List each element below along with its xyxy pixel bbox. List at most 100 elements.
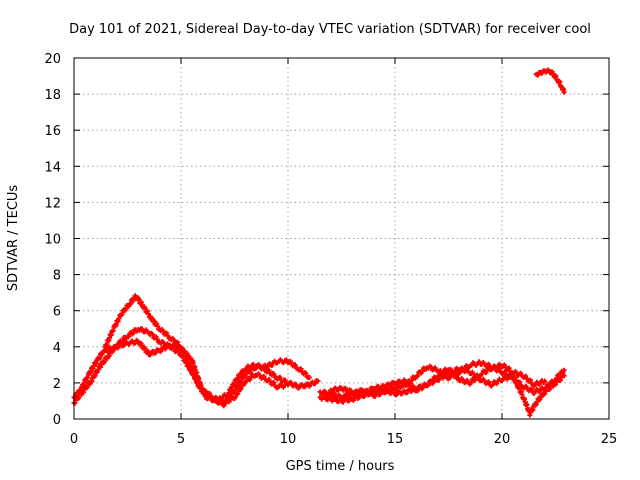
x-tick-label: 10 xyxy=(280,432,297,447)
data-point xyxy=(411,385,417,391)
data-point xyxy=(151,318,157,324)
data-point xyxy=(243,378,249,384)
chart-title: Day 101 of 2021, Sidereal Day-to-day VTE… xyxy=(69,22,591,37)
x-tick-label: 0 xyxy=(70,432,78,447)
y-tick-label: 20 xyxy=(44,52,61,67)
data-point xyxy=(415,388,421,394)
data-point xyxy=(121,343,126,349)
data-point xyxy=(346,398,352,404)
y-tick-label: 4 xyxy=(53,341,61,356)
data-point xyxy=(181,348,187,354)
x-tick-label: 25 xyxy=(601,432,618,447)
data-point xyxy=(222,400,228,406)
data-point xyxy=(101,359,107,365)
data-point xyxy=(303,370,309,376)
data-point xyxy=(261,373,267,379)
data-point xyxy=(455,375,461,381)
y-tick-label: 10 xyxy=(44,233,61,248)
data-point xyxy=(158,348,164,354)
data-point xyxy=(523,373,529,379)
data-point xyxy=(536,382,542,387)
data-point xyxy=(154,321,160,327)
data-point xyxy=(171,337,177,343)
data-point xyxy=(203,389,209,395)
data-point xyxy=(287,358,293,364)
data-point xyxy=(361,392,367,398)
data-point xyxy=(406,380,412,386)
data-point xyxy=(84,384,90,390)
data-point xyxy=(150,331,155,337)
y-tick-label: 0 xyxy=(53,413,61,428)
data-point xyxy=(132,340,138,346)
x-tick-label: 5 xyxy=(177,432,185,447)
data-point xyxy=(528,377,533,383)
data-point xyxy=(409,377,415,383)
data-point xyxy=(553,382,558,387)
data-point xyxy=(542,378,548,384)
x-axis-label: GPS time / hours xyxy=(286,459,395,474)
data-point xyxy=(518,370,524,376)
data-point xyxy=(81,389,86,395)
data-points xyxy=(71,67,567,418)
data-point xyxy=(436,373,442,379)
data-point xyxy=(306,375,312,380)
data-point xyxy=(490,382,496,388)
data-point xyxy=(449,368,455,374)
data-point xyxy=(542,391,548,396)
data-point xyxy=(351,397,356,403)
data-point xyxy=(298,366,304,372)
data-point xyxy=(160,328,166,334)
data-point xyxy=(285,382,291,388)
series-trace-c xyxy=(103,337,291,407)
y-tick-label: 16 xyxy=(44,124,61,139)
data-point xyxy=(539,70,545,76)
data-point xyxy=(271,371,277,377)
y-axis-label: SDTVAR / TECUs xyxy=(6,185,21,292)
data-point xyxy=(343,385,348,391)
data-point xyxy=(537,396,543,402)
data-point xyxy=(420,384,426,390)
data-point xyxy=(367,388,373,394)
data-point xyxy=(496,366,502,372)
data-point xyxy=(214,396,220,402)
data-point xyxy=(561,373,567,379)
data-point xyxy=(561,367,567,373)
data-point xyxy=(126,334,132,339)
data-point xyxy=(282,377,288,383)
data-point xyxy=(315,378,321,384)
data-point xyxy=(394,381,399,387)
data-point xyxy=(98,364,104,370)
data-point xyxy=(533,401,539,407)
data-point xyxy=(430,377,436,383)
data-point xyxy=(161,340,167,346)
data-point xyxy=(506,365,512,371)
data-point xyxy=(145,348,151,354)
data-point xyxy=(468,380,474,386)
data-point xyxy=(528,386,534,392)
data-point xyxy=(292,362,298,368)
data-point xyxy=(378,385,384,391)
series-trace-f xyxy=(328,361,548,398)
y-tick-label: 18 xyxy=(44,88,61,103)
data-point xyxy=(404,390,410,396)
data-point xyxy=(110,346,116,352)
data-point xyxy=(174,339,180,345)
data-point xyxy=(322,394,328,400)
x-tick-label: 15 xyxy=(387,432,404,447)
data-point xyxy=(155,323,161,329)
data-point xyxy=(306,383,312,389)
data-point xyxy=(535,72,541,78)
data-point xyxy=(354,388,360,394)
data-point xyxy=(415,373,421,379)
data-point xyxy=(393,386,399,392)
y-tick-label: 6 xyxy=(53,305,61,320)
data-point xyxy=(288,379,294,385)
series-trace-g xyxy=(533,67,567,95)
data-point xyxy=(147,352,153,358)
tick-labels: 0 5 10 15 20 25 0 2 4 6 8 10 12 14 16 18 20 xyxy=(44,52,617,447)
data-point xyxy=(547,386,553,392)
data-point xyxy=(271,380,277,385)
data-point xyxy=(472,378,478,383)
data-point xyxy=(394,392,399,398)
